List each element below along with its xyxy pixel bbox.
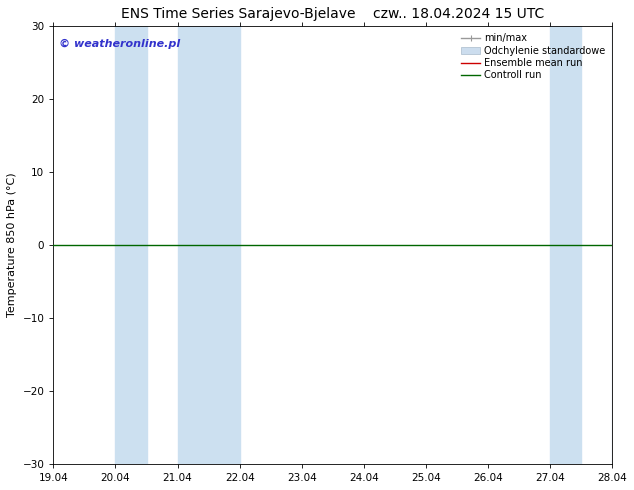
Bar xyxy=(550,26,581,464)
Title: ENS Time Series Sarajevo-Bjelave    czw.. 18.04.2024 15 UTC: ENS Time Series Sarajevo-Bjelave czw.. 1… xyxy=(121,7,545,21)
Legend: min/max, Odchylenie standardowe, Ensemble mean run, Controll run: min/max, Odchylenie standardowe, Ensembl… xyxy=(459,31,607,82)
Bar xyxy=(115,26,146,464)
Text: © weatheronline.pl: © weatheronline.pl xyxy=(59,39,180,49)
Y-axis label: Temperature 850 hPa (°C): Temperature 850 hPa (°C) xyxy=(7,173,17,318)
Bar xyxy=(178,26,240,464)
Bar xyxy=(612,26,634,464)
